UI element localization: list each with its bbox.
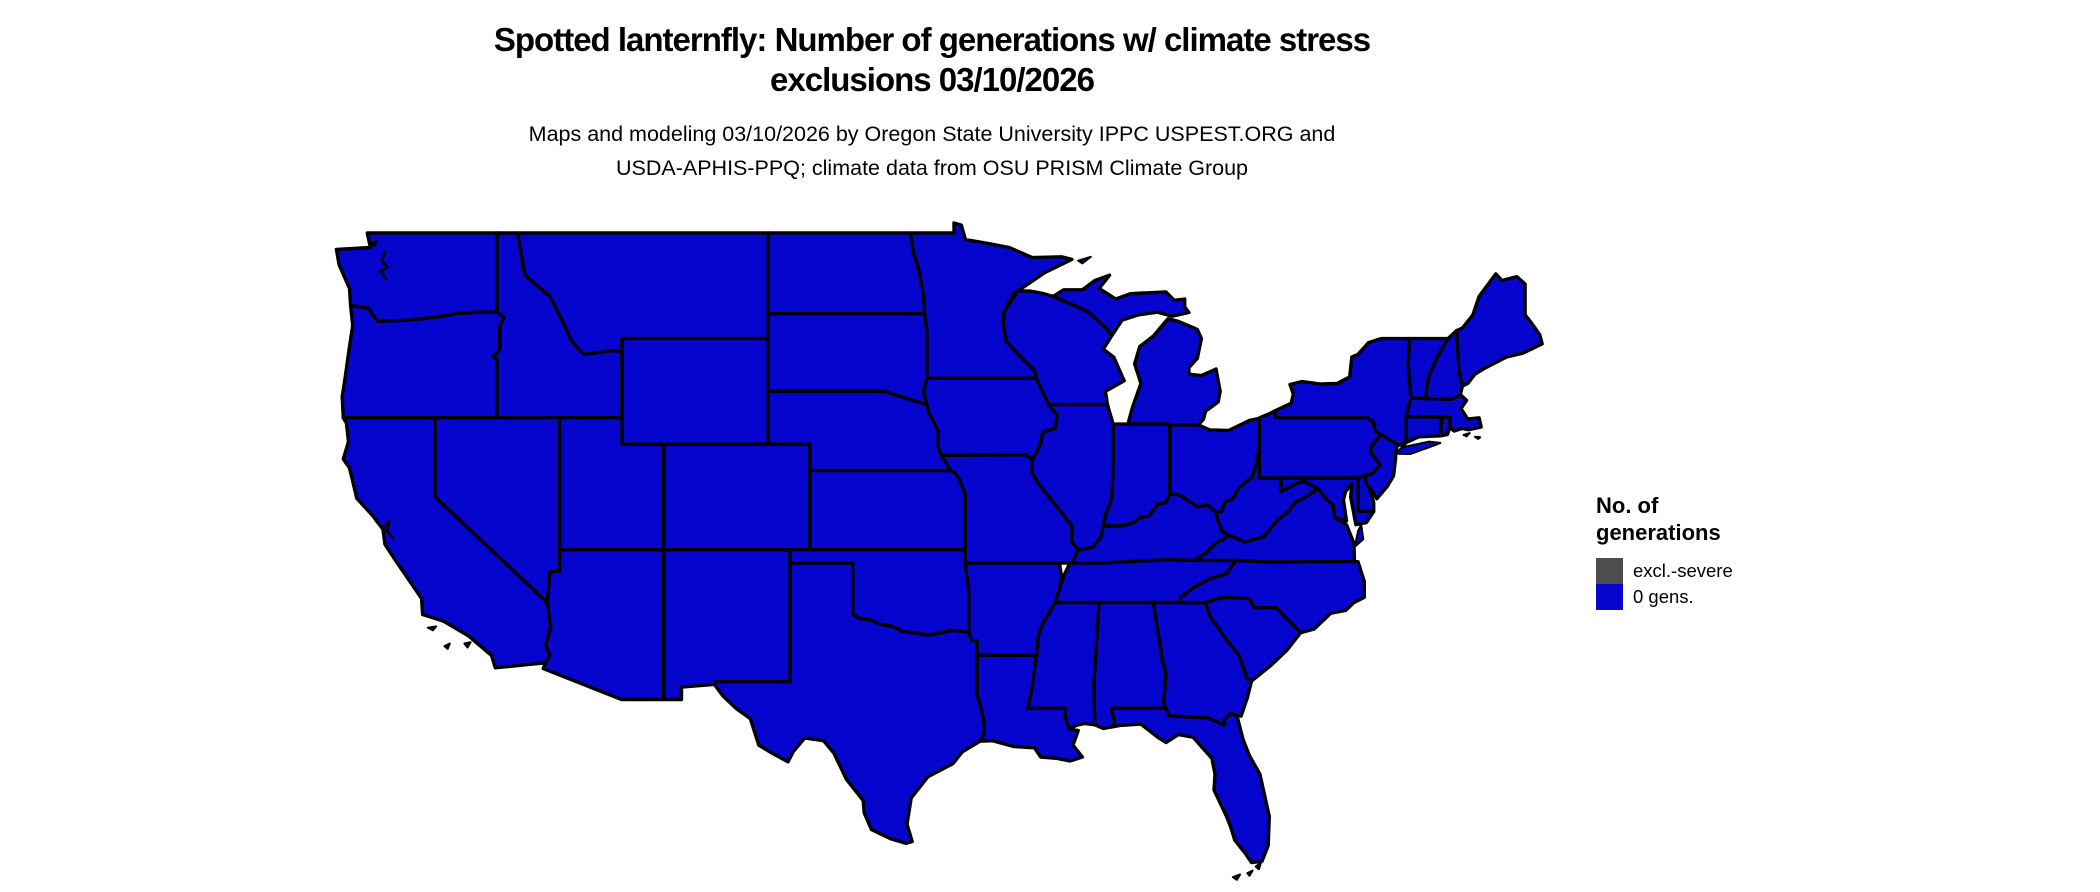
island-florida-key-east — [1254, 861, 1262, 871]
island-marthas-vineyard — [1462, 432, 1471, 438]
island-channel-island-east — [463, 641, 472, 649]
legend-title-line1: No. of — [1596, 493, 1659, 518]
legend-label-excl-severe: excl.-severe — [1633, 560, 1733, 581]
island-channel-island-west — [426, 625, 438, 632]
island-isle-royale — [1077, 255, 1092, 265]
state-oregon — [340, 303, 506, 420]
state-north-dakota — [766, 231, 927, 316]
state-colorado — [662, 442, 812, 552]
water-detail-san-francisco-bay — [383, 519, 395, 540]
page-title: Spotted lanternfly: Number of generation… — [0, 20, 1864, 100]
legend-label-0-gens: 0 gens. — [1633, 586, 1694, 607]
state-texas — [712, 561, 986, 846]
state-michigan-lower — [1126, 317, 1222, 427]
legend-swatch-0-gens — [1596, 584, 1623, 610]
page-subtitle-line1: Maps and modeling 03/10/2026 by Oregon S… — [528, 122, 1336, 146]
state-wyoming — [620, 336, 770, 446]
page-subtitle-line2: USDA-APHIS-PPQ; climate data from OSU PR… — [615, 156, 1249, 180]
state-connecticut — [1401, 414, 1444, 446]
state-wisconsin — [1001, 289, 1126, 407]
legend-item-excl-severe: excl.-severe — [1596, 558, 1733, 584]
state-pennsylvania — [1257, 409, 1383, 480]
state-kansas — [808, 468, 967, 552]
legend-swatch-excl-severe — [1596, 558, 1623, 584]
island-channel-island-mid — [443, 642, 451, 650]
state-maryland — [1279, 476, 1376, 527]
legend-title: No. of generations — [1596, 492, 1733, 546]
island-virginia-eastern-shore — [1353, 523, 1365, 548]
state-michigan-upper — [1051, 273, 1191, 338]
legend-item-0-gens: 0 gens. — [1596, 584, 1733, 610]
state-maine — [1454, 272, 1544, 388]
legend-title-line2: generations — [1596, 520, 1721, 545]
water-detail-puget-sound — [379, 250, 389, 281]
legend-items: excl.-severe 0 gens. — [1596, 558, 1733, 610]
island-nantucket — [1474, 435, 1482, 440]
page-title-line1: Spotted lanternfly: Number of generation… — [493, 21, 1371, 58]
island-san-juan-islands — [369, 239, 378, 248]
page-title-line2: exclusions 03/10/2026 — [770, 61, 1095, 98]
island-florida-key-mid — [1246, 869, 1254, 877]
legend: No. of generations excl.-severe 0 gens. — [1596, 492, 1733, 610]
island-long-island — [1394, 440, 1442, 455]
state-florida — [1109, 706, 1271, 865]
state-arizona — [541, 548, 666, 702]
state-north-carolina — [1178, 558, 1366, 635]
state-new-mexico — [662, 548, 792, 702]
island-florida-key-west — [1231, 873, 1242, 881]
page-subtitle: Maps and modeling 03/10/2026 by Oregon S… — [0, 117, 1864, 185]
